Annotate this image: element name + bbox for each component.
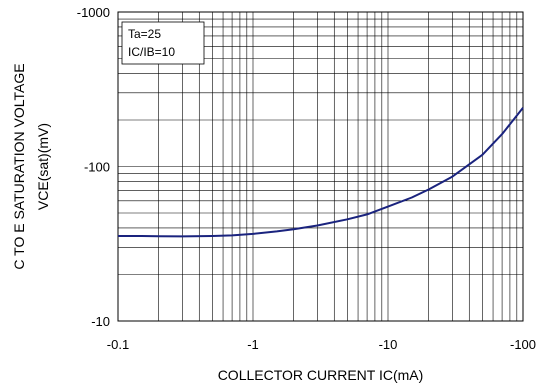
x-tick-labels: -0.1 -1 -10 -100	[107, 337, 536, 352]
y-tick-label: -10	[91, 314, 110, 329]
legend-box	[121, 21, 205, 65]
x-tick-label: -100	[510, 337, 536, 352]
x-axis-label: COLLECTOR CURRENT IC(mA)	[218, 367, 424, 383]
series-layer	[118, 107, 524, 238]
y-tick-labels: -10 -100 -1000	[77, 5, 110, 329]
y-tick-label: -1000	[77, 5, 110, 20]
grid	[117, 12, 523, 322]
y-axis-label-line2: VCE(sat)(mV)	[35, 123, 51, 210]
legend-text-ic-ib: IC/IB=10	[128, 45, 175, 59]
x-tick-label: -0.1	[107, 337, 129, 352]
legend: Ta=25 IC/IB=10	[121, 21, 205, 65]
x-tick-label: -1	[247, 337, 259, 352]
y-tick-label: -100	[84, 160, 110, 175]
y-axis-label-line1: C TO E SATURATION VOLTAGE	[11, 63, 27, 269]
x-tick-label: -10	[379, 337, 398, 352]
series-line	[118, 107, 524, 238]
legend-text-ta: Ta=25	[128, 27, 161, 41]
plot-frame	[117, 11, 524, 322]
